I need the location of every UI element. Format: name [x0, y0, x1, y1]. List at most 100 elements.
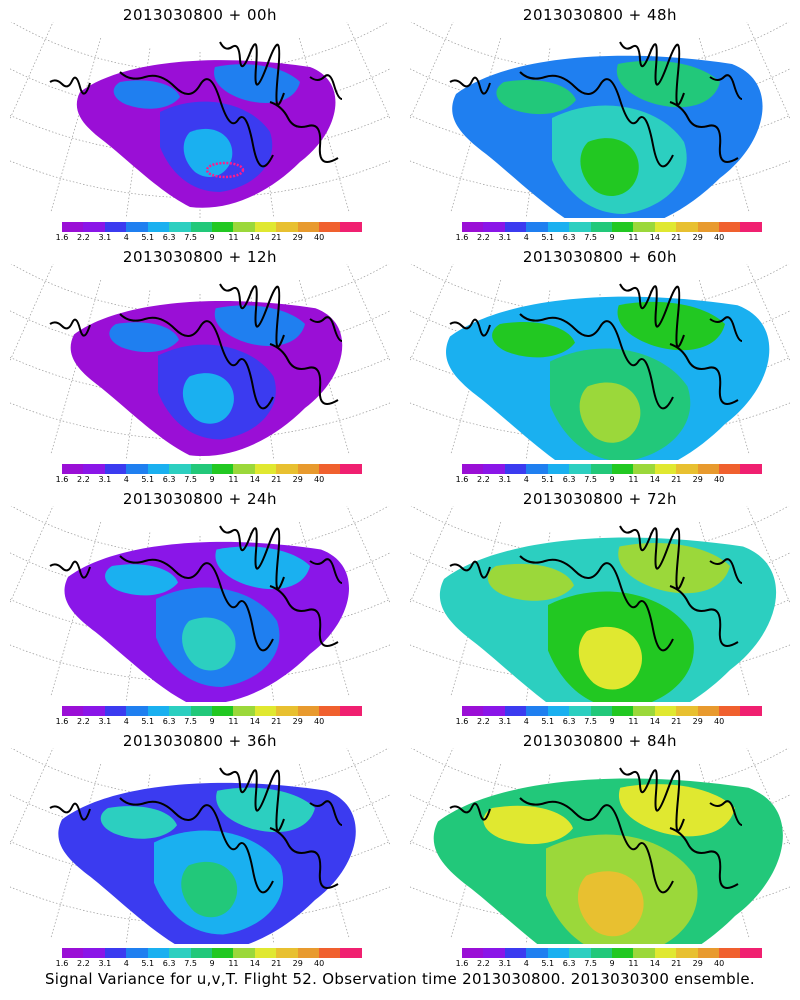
colorbar-swatch	[276, 464, 298, 474]
flight-track	[205, 161, 245, 179]
colorbar-swatch	[233, 222, 255, 232]
graticule-line	[10, 22, 54, 120]
colorbar-swatch	[547, 464, 570, 474]
colorbar-swatch	[211, 222, 234, 232]
coastline	[119, 555, 274, 652]
colorbar-swatch	[719, 948, 741, 958]
colorbar-tick-label: 1.6	[455, 959, 469, 968]
colorbar-swatch	[654, 464, 677, 474]
colorbar-tick-label: 4	[123, 717, 129, 726]
graticule-line	[10, 506, 390, 557]
panel-title: 2013030800 + 48h	[522, 6, 678, 24]
colorbar-swatch	[104, 222, 127, 232]
colorbar-swatch	[590, 464, 612, 474]
colorbar-tick-label: 40	[314, 717, 325, 726]
colorbar	[62, 706, 362, 716]
colorbar-swatch	[190, 706, 212, 716]
graticule-line	[410, 748, 790, 799]
colorbar-swatch	[126, 464, 148, 474]
colorbar-tick-label: 5.1	[141, 959, 155, 968]
colorbar-tick-label: 7.5	[584, 717, 597, 726]
colorbar-swatch	[719, 464, 741, 474]
colorbar-tick-label: 4	[123, 959, 129, 968]
colorbar-tick-label: 11	[228, 233, 239, 242]
colorbar-swatch	[340, 222, 362, 232]
colorbar-swatch	[147, 222, 170, 232]
colorbar-tick-label: 4	[523, 717, 529, 726]
colorbar-tick-label: 5.1	[541, 717, 555, 726]
colorbar-swatch	[83, 706, 105, 716]
colorbar-swatch	[590, 222, 612, 232]
colorbar-swatch	[569, 222, 591, 232]
colorbar-labels: 1.6 2.2 3.1 4 5.1 6.3 7.5 9 11 14 21 29 40	[56, 475, 362, 485]
colorbar-swatch	[254, 222, 277, 232]
colorbar-tick-label: 3.1	[498, 959, 512, 968]
colorbar-tick-label: 6.3	[162, 233, 176, 242]
colorbar-tick-label: 7.5	[184, 475, 197, 484]
coastline	[309, 74, 343, 100]
variance-contour	[616, 60, 720, 108]
colorbar-tick-label: 21	[271, 717, 282, 726]
colorbar-swatch	[740, 948, 762, 958]
colorbar-swatch	[569, 948, 591, 958]
coastline	[449, 560, 491, 579]
colorbar-swatch	[633, 706, 655, 716]
colorbar-swatch	[504, 222, 527, 232]
panel-title: 2013030800 + 84h	[522, 732, 678, 750]
forecast-panel: 2013030800 + 24h 1.6 2.2 3.1 4 5.1 6.3 7.5 9 11 14…	[0, 484, 400, 726]
colorbar-swatch	[526, 464, 548, 474]
coastline	[519, 797, 674, 894]
coastline	[709, 558, 743, 584]
coastline	[269, 343, 339, 405]
variance-field	[70, 301, 343, 457]
colorbar-swatch	[104, 706, 127, 716]
colorbar-tick-label: 5.1	[141, 233, 155, 242]
colorbar-tick-label: 21	[671, 717, 682, 726]
colorbar-swatch	[504, 706, 527, 716]
colorbar-swatch	[297, 222, 320, 232]
colorbar-swatch	[719, 706, 741, 716]
colorbar-tick-label: 14	[249, 475, 260, 484]
colorbar-tick-label: 21	[671, 233, 682, 242]
colorbar-swatch	[297, 706, 320, 716]
colorbar-swatch	[526, 706, 548, 716]
colorbar-swatch	[147, 948, 170, 958]
colorbar-swatch	[633, 948, 655, 958]
colorbar-swatch	[62, 222, 84, 232]
colorbar-swatch	[319, 706, 341, 716]
colorbar-tick-label: 11	[628, 717, 639, 726]
graticule-line	[410, 22, 790, 73]
coastline	[269, 827, 339, 889]
colorbar-swatch	[611, 222, 634, 232]
coastline	[49, 76, 91, 95]
coastline	[449, 318, 491, 337]
colorbar-swatch	[83, 464, 105, 474]
colorbar-swatch	[719, 222, 741, 232]
variance-contour	[617, 301, 725, 351]
variance-map	[10, 748, 390, 944]
coastline	[619, 767, 685, 832]
colorbar-tick-label: 14	[649, 233, 660, 242]
colorbar-tick-label: 1.6	[455, 233, 469, 242]
colorbar-tick-label: 5.1	[141, 475, 155, 484]
colorbar-tick-label: 7.5	[184, 717, 197, 726]
variance-contour	[579, 382, 641, 443]
colorbar-swatch	[483, 464, 505, 474]
variance-field	[64, 541, 349, 702]
colorbar-tick-label: 14	[649, 475, 660, 484]
colorbar-tick-label: 3.1	[98, 717, 112, 726]
graticule-line	[10, 264, 390, 315]
colorbar-tick-label: 40	[314, 233, 325, 242]
graticule-line	[346, 22, 390, 120]
colorbar-tick-label: 29	[692, 233, 703, 242]
variance-field	[446, 296, 770, 460]
colorbar-swatch	[740, 464, 762, 474]
variance-contour	[483, 805, 573, 845]
coastline	[309, 800, 343, 826]
colorbar-tick-label: 14	[249, 233, 260, 242]
colorbar-swatch	[547, 706, 570, 716]
colorbar-swatch	[340, 464, 362, 474]
colorbar	[462, 948, 762, 958]
colorbar-tick-label: 9	[609, 717, 615, 726]
colorbar-tick-label: 4	[123, 475, 129, 484]
